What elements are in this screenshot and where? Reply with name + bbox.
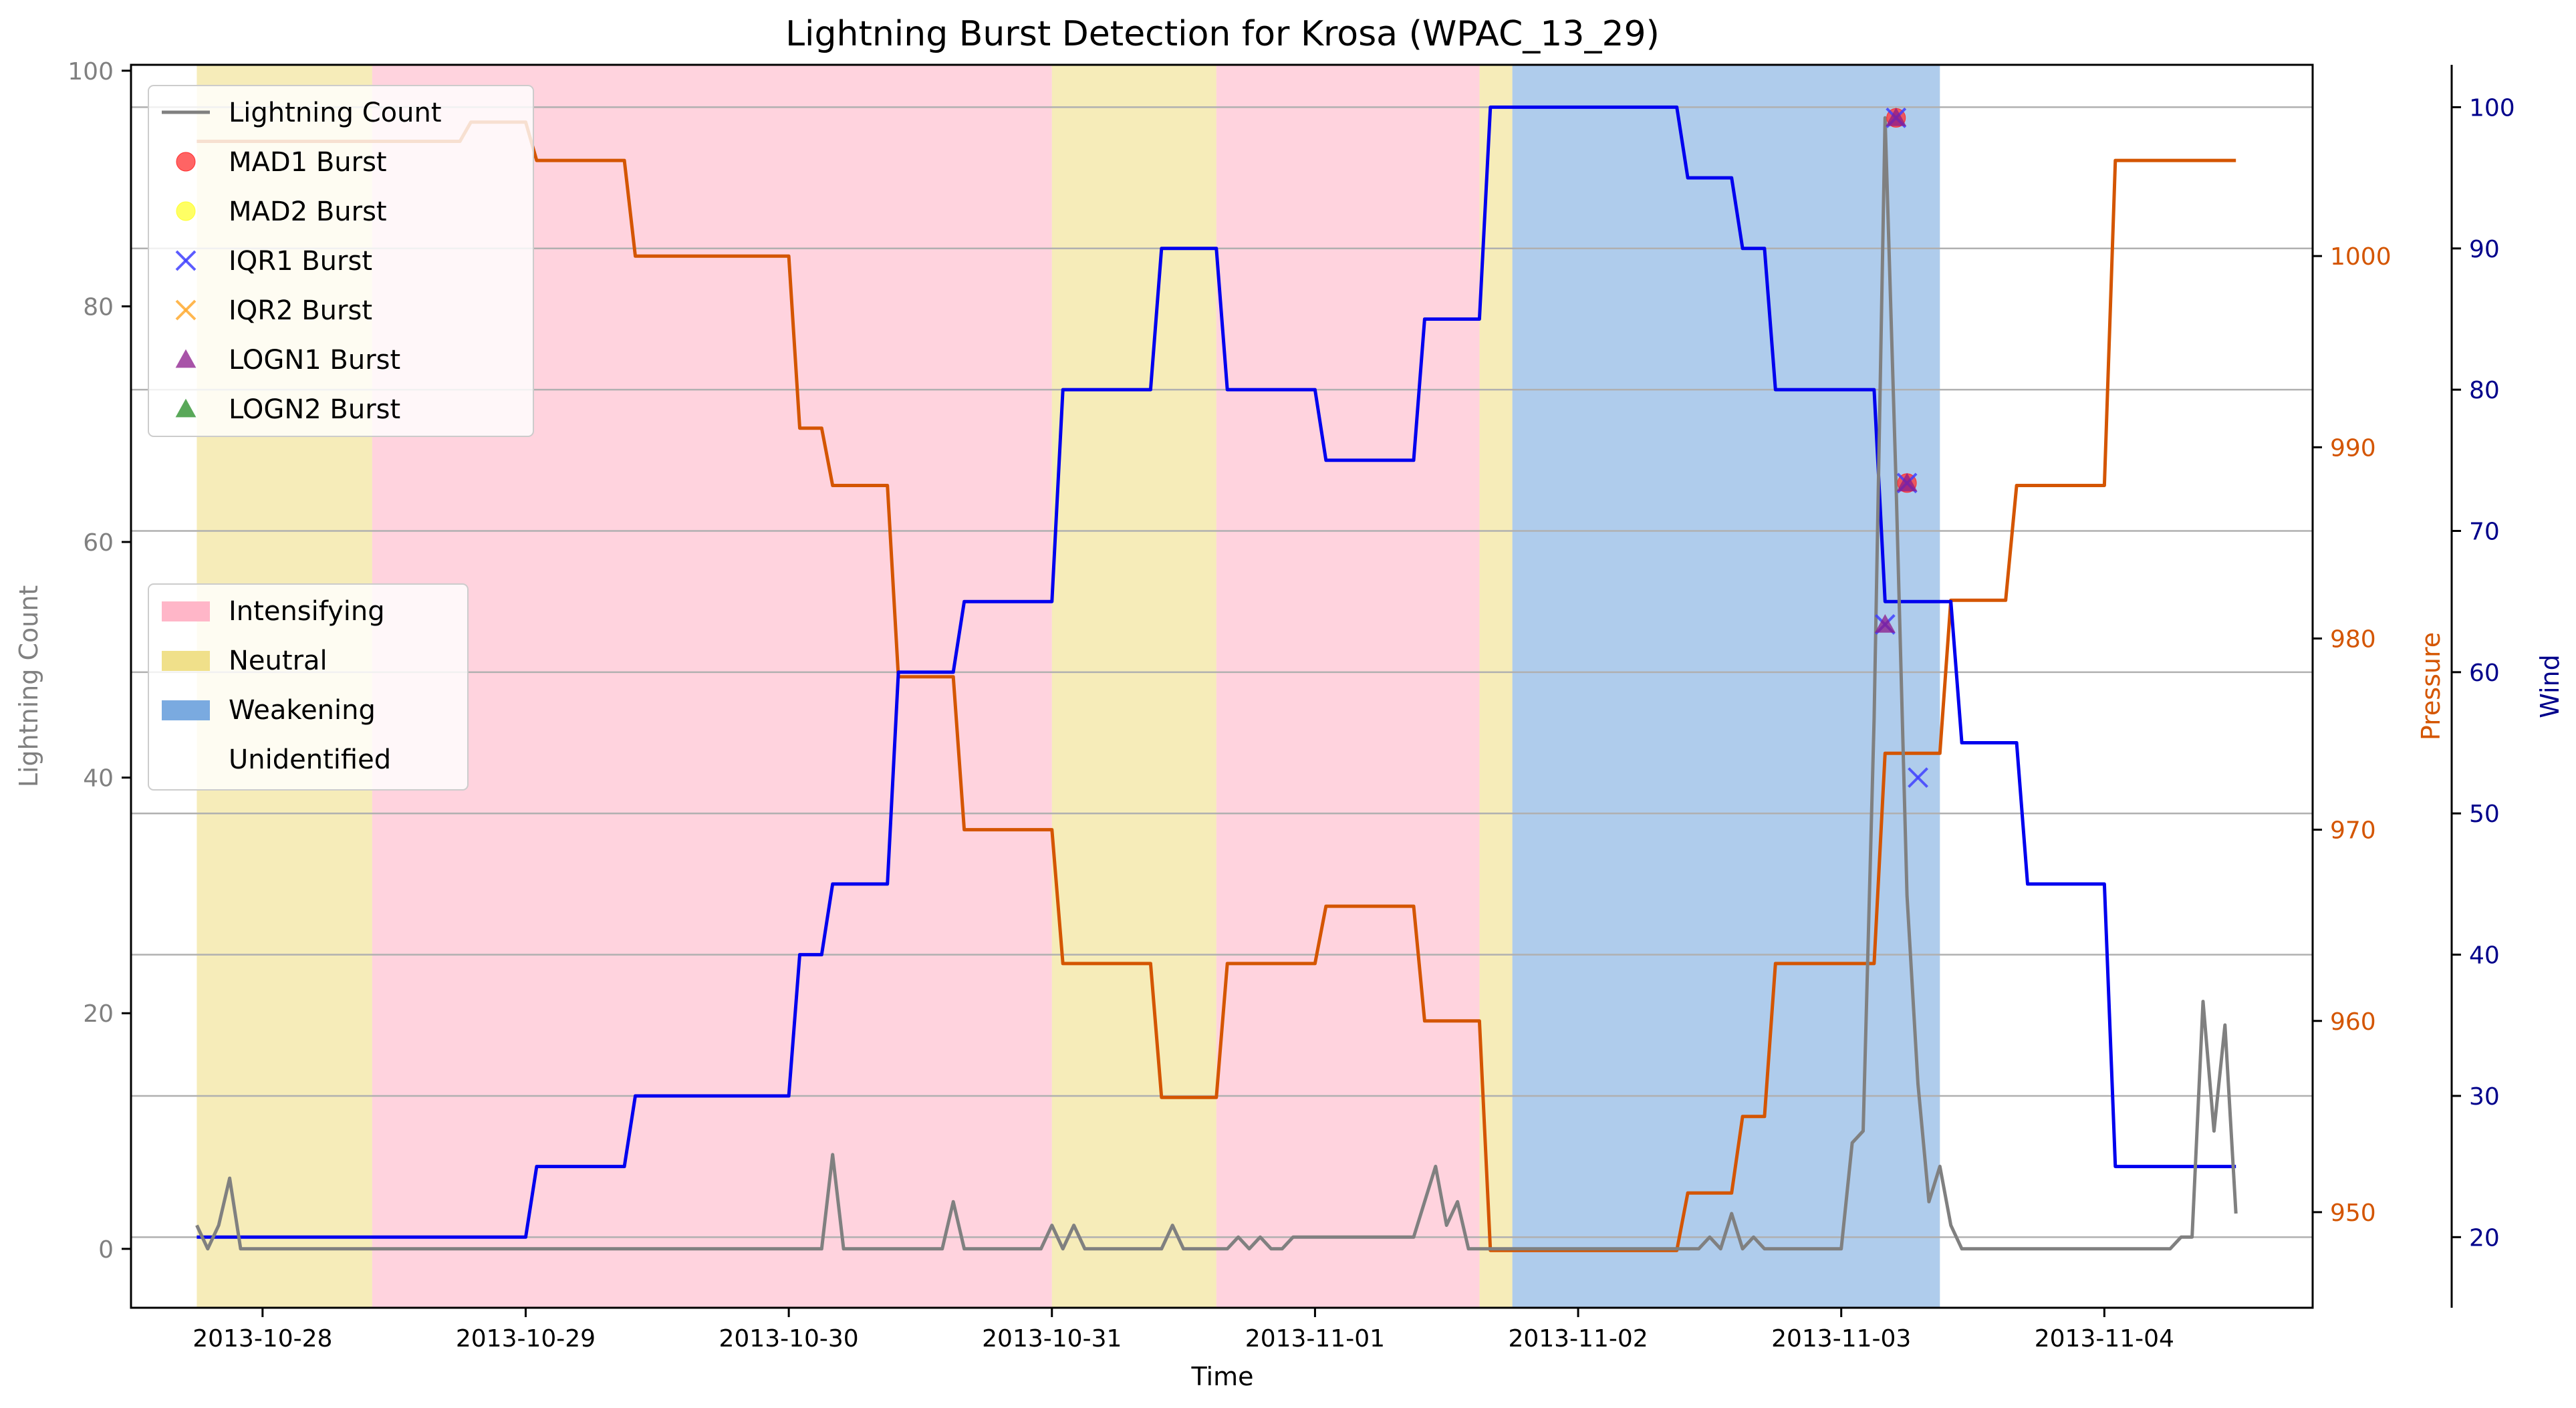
burst-markers [1874, 107, 1928, 789]
plot-frame [130, 63, 2314, 1309]
x-tick-label-6: 2013-11-03 [1771, 1325, 1911, 1353]
y-tick-label-lightning-60: 60 [83, 529, 114, 557]
y-tick-label-wind-80: 80 [2469, 377, 2500, 404]
x-tick-label-3: 2013-10-31 [982, 1325, 1122, 1353]
legend-series-iqr1-burst-swatch-stroke-b [175, 250, 197, 271]
legend-series-iqr2-burst-swatch-stroke-b [175, 299, 197, 321]
legend-series-mad2-burst-label: MAD2 Burst [229, 196, 387, 227]
phase-band-neutral-2 [1051, 65, 1216, 1308]
legend-series-mad1-burst-label: MAD1 Burst [229, 147, 387, 178]
phase-band-weakening-5 [1512, 65, 1940, 1308]
axes: 2013-10-28 2013-10-29 2013-10-30 2013-10-31… [68, 58, 2515, 1353]
legend-series-iqr2-burst-label: IQR2 Burst [229, 295, 372, 326]
legend-series-mad1-burst-swatch [176, 152, 196, 172]
y-tick-label-pressure-960: 960 [2330, 1008, 2376, 1036]
legend-phases-box [148, 583, 469, 791]
y-tick-label-pressure-990: 990 [2330, 434, 2376, 462]
y-tick-label-wind-20: 20 [2469, 1224, 2500, 1252]
legend-series: Lightning Count MAD1 Burst MAD2 Burst IQR1 … [148, 85, 534, 437]
x-tick-label-7: 2013-11-04 [2035, 1325, 2174, 1353]
x-tick-label-4: 2013-11-01 [1245, 1325, 1385, 1353]
y-tick-label-pressure-950: 950 [2330, 1200, 2376, 1227]
y-tick-label-pressure-980: 980 [2330, 625, 2376, 653]
legend-phase-neutral-label: Neutral [229, 646, 328, 676]
burst-marker-logn1-burst-1 [1886, 107, 1907, 126]
y-axis-label-wind: Wind [2535, 654, 2565, 718]
y-tick-label-wind-50: 50 [2469, 801, 2500, 828]
y-tick-label-lightning-0: 0 [98, 1236, 114, 1264]
legend-series-logn1-burst-label: LOGN1 Burst [229, 345, 400, 376]
x-tick-label-2: 2013-10-30 [719, 1325, 859, 1353]
legend-series-logn1-burst-swatch [175, 349, 197, 368]
legend-series-lightning-count-label: Lightning Count [229, 98, 442, 128]
x-tick-label-5: 2013-11-02 [1508, 1325, 1648, 1353]
legend-series-mad2-burst-swatch [176, 201, 196, 221]
series-line-lightning-count [195, 116, 2238, 1251]
y-tick-label-wind-60: 60 [2469, 660, 2500, 687]
y-tick-label-lightning-100: 100 [68, 58, 114, 86]
legend-phase-neutral-swatch [162, 651, 210, 671]
y-tick-label-lightning-40: 40 [83, 765, 114, 793]
legend-phase-weakening-label: Weakening [229, 695, 376, 726]
burst-marker-iqr1-burst-3 [1908, 767, 1928, 789]
phase-band-neutral-4 [1479, 65, 1513, 1308]
y-tick-label-wind-40: 40 [2469, 942, 2500, 970]
x-axis-label: Time [1191, 1362, 1254, 1391]
legend-phase-unidentified-label: Unidentified [229, 744, 391, 775]
y-tick-label-wind-30: 30 [2469, 1083, 2500, 1111]
y-tick-label-lightning-80: 80 [83, 293, 114, 321]
series-lines [195, 105, 2238, 1252]
y-tick-label-wind-90: 90 [2469, 236, 2500, 263]
phase-band-intensifying-3 [1216, 65, 1480, 1308]
legend-phase-intensifying-swatch [162, 601, 210, 621]
legend-series-iqr1-burst-swatch [175, 250, 197, 271]
legend-series-iqr1-burst-label: IQR1 Burst [229, 246, 372, 277]
legend-phase-weakening-swatch [162, 700, 210, 720]
legend-phases: Intensifying Neutral Weakening Unidentified [148, 583, 469, 791]
y-tick-label-pressure-1000: 1000 [2330, 243, 2392, 271]
legend-series-logn2-burst-label: LOGN2 Burst [229, 394, 400, 425]
chart-title: Lightning Burst Detection for Krosa (WPA… [785, 14, 1660, 54]
y-tick-label-wind-70: 70 [2469, 519, 2500, 546]
y-tick-label-pressure-970: 970 [2330, 817, 2376, 845]
y-tick-label-wind-100: 100 [2469, 94, 2515, 122]
legend-series-iqr2-burst-swatch [175, 299, 197, 321]
series-line-wind [197, 105, 2236, 1239]
legend-series-box [148, 85, 534, 437]
series-line-pressure [197, 120, 2236, 1252]
burst-marker-logn1-burst-0 [1874, 614, 1896, 633]
y-axis-label-pressure: Pressure [2416, 632, 2446, 740]
legend-phase-intensifying-label: Intensifying [229, 596, 385, 627]
y-tick-label-lightning-20: 20 [83, 1000, 114, 1028]
x-tick-label-1: 2013-10-29 [456, 1325, 596, 1353]
burst-marker-iqr1-burst-3-stroke-b [1908, 767, 1928, 789]
legend-series-logn2-burst-swatch [175, 398, 197, 418]
burst-marker-logn1-burst-2 [1896, 472, 1918, 492]
x-tick-label-0: 2013-10-28 [192, 1325, 332, 1353]
y-axis-label-lightning: Lightning Count [14, 585, 43, 788]
